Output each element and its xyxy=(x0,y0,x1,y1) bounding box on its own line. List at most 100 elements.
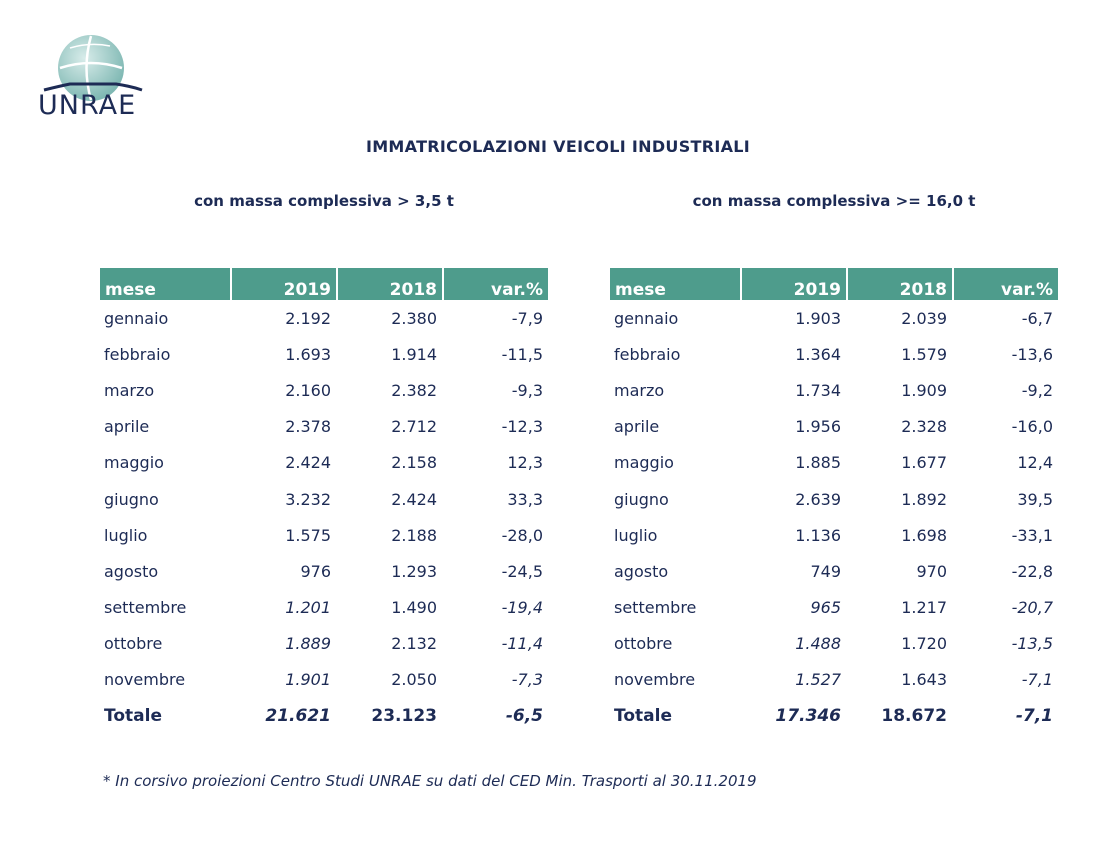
month-cell: marzo xyxy=(104,380,155,400)
table-header-row: mese 2019 2018 var.% xyxy=(100,268,548,300)
value-2018-cell: 1.914 xyxy=(391,344,437,364)
variation-cell: -7,3 xyxy=(511,670,543,690)
variation-cell: 12,4 xyxy=(1017,453,1053,473)
footnote: * In corsivo proiezioni Centro Studi UNR… xyxy=(103,772,757,790)
value-2019-cell: 1.901 xyxy=(285,670,331,690)
value-2019-cell: 1.885 xyxy=(795,453,841,473)
value-2018-cell: 1.677 xyxy=(901,453,947,473)
value-2019-cell: 2.192 xyxy=(285,308,331,328)
month-cell: aprile xyxy=(104,417,150,437)
table-over-3-5t: mese 2019 2018 var.% gennaio 2.192 2.380 -7… xyxy=(100,268,548,734)
total-variation: -7,1 xyxy=(1015,706,1053,727)
value-2019-cell: 1.527 xyxy=(795,670,841,690)
table-row: marzo 2.160 2.382 -9,3 xyxy=(100,372,548,408)
variation-cell: -19,4 xyxy=(501,598,543,618)
variation-cell: -33,1 xyxy=(1011,525,1053,545)
month-cell: ottobre xyxy=(104,634,163,654)
value-2019-cell: 3.232 xyxy=(285,489,331,509)
value-2018-cell: 2.380 xyxy=(391,308,437,328)
variation-cell: -11,5 xyxy=(501,344,543,364)
value-2018-cell: 2.158 xyxy=(391,453,437,473)
total-label: Totale xyxy=(614,706,672,727)
table-row: giugno 3.232 2.424 33,3 xyxy=(100,481,548,517)
value-2018-cell: 2.039 xyxy=(901,308,947,328)
value-2019-cell: 749 xyxy=(810,561,841,581)
header-2018: 2018 xyxy=(846,268,952,300)
right-table-subtitle: con massa complessiva >= 16,0 t xyxy=(692,192,976,210)
value-2019-cell: 2.424 xyxy=(285,453,331,473)
header-2019: 2019 xyxy=(230,268,336,300)
variation-cell: -12,3 xyxy=(501,417,543,437)
variation-cell: -22,8 xyxy=(1011,561,1053,581)
month-cell: ottobre xyxy=(614,634,673,654)
left-table-subtitle: con massa complessiva > 3,5 t xyxy=(194,192,454,210)
month-cell: luglio xyxy=(614,525,658,545)
value-2018-cell: 2.328 xyxy=(901,417,947,437)
variation-cell: -20,7 xyxy=(1011,598,1053,618)
value-2018-cell: 1.490 xyxy=(391,598,437,618)
header-var: var.% xyxy=(952,268,1058,300)
value-2019-cell: 1.488 xyxy=(795,634,841,654)
header-mese: mese xyxy=(610,268,740,300)
logo-wordmark: UNRAE xyxy=(38,90,137,121)
value-2018-cell: 2.132 xyxy=(391,634,437,654)
month-cell: aprile xyxy=(614,417,660,437)
value-2019-cell: 1.364 xyxy=(795,344,841,364)
value-2018-cell: 1.720 xyxy=(901,634,947,654)
table-row: aprile 1.956 2.328 -16,0 xyxy=(610,409,1058,445)
month-cell: febbraio xyxy=(614,344,681,364)
total-2018: 23.123 xyxy=(371,706,437,727)
variation-cell: -28,0 xyxy=(501,525,543,545)
header-var: var.% xyxy=(442,268,548,300)
variation-cell: -16,0 xyxy=(1011,417,1053,437)
variation-cell: 39,5 xyxy=(1017,489,1053,509)
unrae-logo: UNRAE xyxy=(30,28,158,124)
value-2019-cell: 1.136 xyxy=(795,525,841,545)
month-cell: luglio xyxy=(104,525,148,545)
value-2018-cell: 1.217 xyxy=(901,598,947,618)
total-2019: 21.621 xyxy=(265,706,331,727)
variation-cell: -9,3 xyxy=(511,380,543,400)
value-2019-cell: 1.693 xyxy=(285,344,331,364)
month-cell: agosto xyxy=(104,561,159,581)
table-row: agosto 976 1.293 -24,5 xyxy=(100,553,548,589)
table-row: novembre 1.527 1.643 -7,1 xyxy=(610,662,1058,698)
month-cell: agosto xyxy=(614,561,669,581)
month-cell: novembre xyxy=(614,670,696,690)
value-2018-cell: 1.698 xyxy=(901,525,947,545)
total-2019: 17.346 xyxy=(775,706,841,727)
variation-cell: -24,5 xyxy=(501,561,543,581)
table-header-row: mese 2019 2018 var.% xyxy=(610,268,1058,300)
table-row: agosto 749 970 -22,8 xyxy=(610,553,1058,589)
value-2019-cell: 976 xyxy=(300,561,331,581)
month-cell: settembre xyxy=(104,598,187,618)
table-row: maggio 2.424 2.158 12,3 xyxy=(100,445,548,481)
variation-cell: -6,7 xyxy=(1021,308,1053,328)
table-row: maggio 1.885 1.677 12,4 xyxy=(610,445,1058,481)
value-2018-cell: 2.050 xyxy=(391,670,437,690)
month-cell: gennaio xyxy=(104,308,169,328)
table-row: luglio 1.575 2.188 -28,0 xyxy=(100,517,548,553)
variation-cell: -13,6 xyxy=(1011,344,1053,364)
value-2018-cell: 1.579 xyxy=(901,344,947,364)
value-2018-cell: 1.643 xyxy=(901,670,947,690)
table-row: marzo 1.734 1.909 -9,2 xyxy=(610,372,1058,408)
variation-cell: -9,2 xyxy=(1021,380,1053,400)
globe-icon xyxy=(43,35,143,101)
variation-cell: -13,5 xyxy=(1011,634,1053,654)
header-2018: 2018 xyxy=(336,268,442,300)
total-variation: -6,5 xyxy=(505,706,543,727)
table-row: giugno 2.639 1.892 39,5 xyxy=(610,481,1058,517)
value-2019-cell: 1.201 xyxy=(285,598,331,618)
month-cell: giugno xyxy=(104,489,159,509)
month-cell: maggio xyxy=(614,453,674,473)
value-2018-cell: 2.712 xyxy=(391,417,437,437)
value-2019-cell: 965 xyxy=(810,598,841,618)
total-2018: 18.672 xyxy=(881,706,947,727)
table-row: febbraio 1.693 1.914 -11,5 xyxy=(100,336,548,372)
value-2018-cell: 970 xyxy=(916,561,947,581)
month-cell: maggio xyxy=(104,453,164,473)
table-row: ottobre 1.889 2.132 -11,4 xyxy=(100,626,548,662)
value-2018-cell: 1.909 xyxy=(901,380,947,400)
header-2019: 2019 xyxy=(740,268,846,300)
